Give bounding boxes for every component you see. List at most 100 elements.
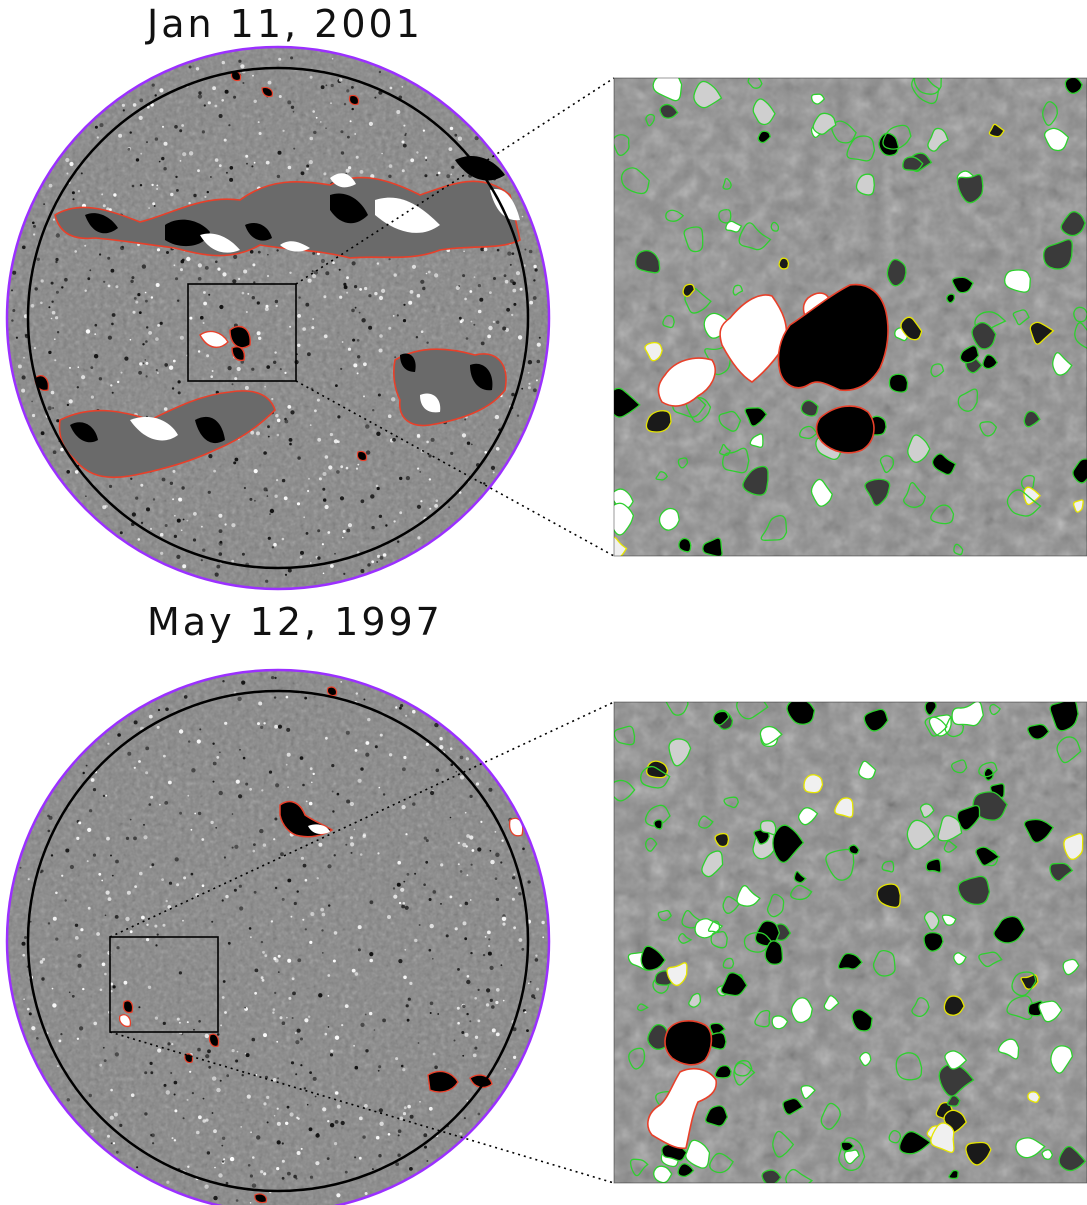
magnetic-speck <box>504 1067 507 1070</box>
magnetic-speck <box>245 782 249 786</box>
magnetic-speck <box>536 359 541 364</box>
magnetic-speck <box>173 534 177 539</box>
magnetic-speck <box>469 899 472 901</box>
ephemeral-region-contour <box>1060 211 1086 237</box>
ephemeral-region-contour <box>698 815 714 829</box>
magnetic-speck <box>339 295 343 299</box>
magnetic-speck <box>221 1144 224 1147</box>
ephemeral-region-contour <box>634 249 661 274</box>
magnetic-speck <box>470 951 473 955</box>
ephemeral-region-contour <box>872 949 896 977</box>
magnetic-speck <box>221 996 225 999</box>
magnetic-speck <box>423 1133 428 1138</box>
magnetic-speck <box>347 347 352 351</box>
magnetic-speck <box>466 975 470 978</box>
magnetic-speck <box>346 528 351 533</box>
magnetic-speck <box>232 279 237 284</box>
magnetic-speck <box>304 878 308 882</box>
ephemeral-region-contour <box>879 455 894 474</box>
magnetic-speck <box>240 1126 243 1128</box>
magnetic-speck <box>297 456 301 460</box>
magnetic-speck <box>354 133 357 135</box>
magnetic-speck <box>496 988 500 992</box>
magnetic-speck <box>154 924 158 928</box>
magnetic-speck <box>363 395 365 398</box>
magnetic-speck <box>489 291 492 294</box>
ephemeral-region-contour <box>848 844 860 855</box>
magnetic-speck <box>316 877 319 880</box>
magnetic-speck <box>464 1032 469 1037</box>
magnetic-speck <box>239 906 244 911</box>
magnetic-speck <box>459 904 462 907</box>
ephemeral-region-contour <box>951 702 984 727</box>
magnetic-speck <box>464 937 468 941</box>
magnetic-speck <box>154 94 157 97</box>
magnetic-speck <box>225 1181 229 1185</box>
magnetic-speck <box>213 1195 218 1201</box>
magnetic-speck <box>52 218 56 221</box>
magnetic-speck <box>533 388 537 393</box>
zoom-ar-negative-1 <box>777 283 889 392</box>
magnetic-speck <box>204 1184 209 1189</box>
magnetic-speck <box>288 438 293 442</box>
selection-box-bottom <box>109 936 219 1033</box>
magnetic-speck <box>155 337 159 341</box>
magnetic-speck <box>66 470 70 474</box>
ephemeral-region-contour <box>800 399 819 417</box>
magnetic-speck <box>214 104 218 108</box>
magnetic-speck <box>334 1091 339 1095</box>
magnetic-speck <box>208 293 211 296</box>
magnetic-speck <box>87 827 92 833</box>
magnetic-speck <box>172 469 176 473</box>
magnetic-speck <box>114 915 119 919</box>
magnetic-speck <box>138 370 143 375</box>
magnetic-speck <box>214 572 219 577</box>
magnetic-speck <box>119 1123 123 1127</box>
magnetic-speck <box>416 151 419 154</box>
magnetic-speck <box>274 676 277 680</box>
magnetic-speck <box>115 285 119 289</box>
magnetic-speck <box>309 940 313 945</box>
magnetic-speck <box>321 929 324 932</box>
magnetic-speck <box>277 1077 280 1080</box>
magnetic-speck <box>215 826 218 829</box>
magnetic-speck <box>360 569 365 573</box>
magnetic-speck <box>457 136 463 141</box>
magnetic-speck <box>146 326 149 329</box>
magnetic-speck <box>276 1107 279 1110</box>
ephemeral-region-contour <box>903 482 927 508</box>
magnetic-speck <box>77 953 82 958</box>
magnetic-speck <box>249 250 254 254</box>
magnetic-speck <box>426 1160 429 1162</box>
magnetic-speck <box>224 523 227 526</box>
magnetic-speck <box>325 84 328 87</box>
ephemeral-region-contour <box>785 1168 814 1183</box>
magnetic-speck <box>297 1117 300 1120</box>
ephemeral-region-contour <box>702 537 723 556</box>
ephemeral-region-contour <box>655 471 669 481</box>
active-region-bottom-1 <box>279 800 334 838</box>
magnetic-speck <box>353 828 356 831</box>
magnetic-speck <box>398 959 403 964</box>
magnetic-speck <box>436 173 439 177</box>
selection-box-top <box>187 283 297 382</box>
magnetic-speck <box>253 469 258 474</box>
magnetic-speck <box>450 451 454 455</box>
magnetic-speck <box>403 755 407 760</box>
ephemeral-region-contour <box>943 995 965 1016</box>
magnetic-speck <box>304 696 308 700</box>
magnetic-speck <box>400 1064 404 1068</box>
magnetic-speck <box>378 1154 382 1158</box>
magnetic-speck <box>265 579 269 583</box>
magnetic-speck <box>327 974 331 977</box>
magnetic-speck <box>130 1093 135 1097</box>
magnetic-speck <box>150 795 154 799</box>
magnetic-speck <box>303 1087 307 1090</box>
magnetic-speck <box>289 1112 294 1117</box>
magnetic-speck <box>309 136 314 141</box>
magnetic-speck <box>500 964 503 967</box>
magnetic-speck <box>511 897 515 901</box>
ephemeral-region-contour <box>701 850 724 878</box>
magnetic-speck <box>302 863 307 868</box>
magnetic-speck <box>345 843 348 846</box>
